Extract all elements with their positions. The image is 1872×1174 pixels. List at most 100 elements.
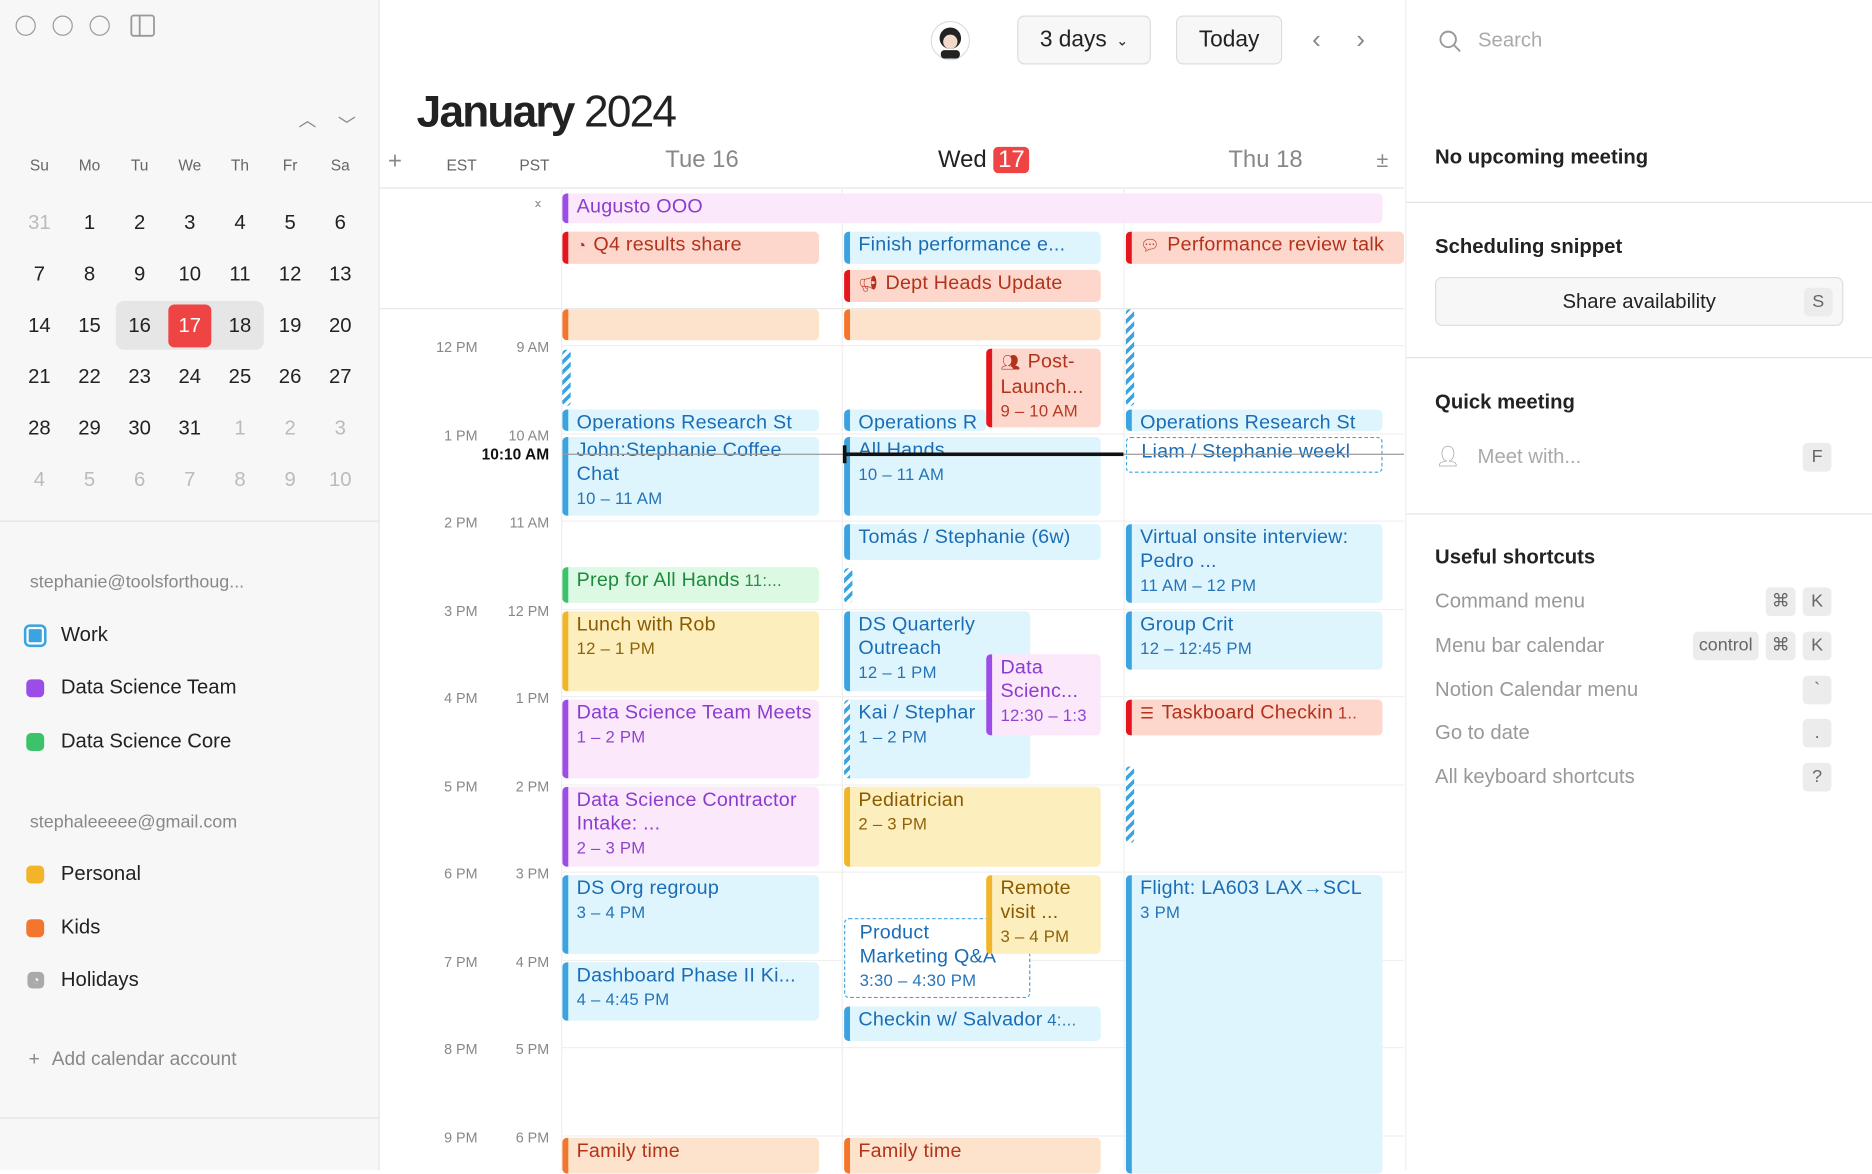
calendar-event[interactable] xyxy=(844,309,1101,341)
mini-calendar-day[interactable]: 1 xyxy=(234,416,246,440)
next-month-chevron-down-icon[interactable]: ﹀ xyxy=(337,115,356,137)
next-chevron-right-icon[interactable]: › xyxy=(1356,23,1365,54)
mini-calendar-day[interactable]: 26 xyxy=(278,365,302,389)
mini-calendar-day[interactable]: 28 xyxy=(28,416,51,440)
calendar-event[interactable]: Operations Research St xyxy=(562,409,820,431)
expand-icon[interactable]: ± xyxy=(1376,148,1389,172)
calendar-event[interactable]: Operations Research St xyxy=(1125,409,1383,431)
mini-calendar-day[interactable]: 7 xyxy=(184,468,196,491)
calendar-event[interactable]: Data Science Contractor Intake: ... 2 – 3… xyxy=(562,786,820,867)
mini-calendar-day[interactable]: 29 xyxy=(78,416,101,440)
calendar-event[interactable]: Virtual onsite interview: Pedro ... 11 AM… xyxy=(1125,524,1383,603)
mini-calendar-day[interactable]: 31 xyxy=(178,416,202,440)
collapse-allday-icon[interactable]: ⌄ ⌃ xyxy=(532,193,544,218)
checkbox-icon[interactable] xyxy=(23,623,47,647)
search-input[interactable]: Search xyxy=(1478,28,1543,52)
prev-chevron-left-icon[interactable]: ‹ xyxy=(1312,23,1321,54)
calendar-color-swatch[interactable] xyxy=(26,864,45,883)
calendar-event[interactable]: 📢︎ Dept Heads Update xyxy=(844,269,1101,303)
calendar-item[interactable]: Data Science Core xyxy=(26,729,231,753)
share-availability-button[interactable]: Share availability S xyxy=(1435,276,1844,326)
calendar-event[interactable]: 👥︎ Post-Launch... 9 – 10 AM xyxy=(986,348,1101,428)
calendar-event[interactable] xyxy=(562,309,820,341)
calendar-event[interactable]: Group Crit 12 – 12:45 PM xyxy=(1125,611,1383,670)
calendar-event[interactable]: Operations R xyxy=(844,409,987,431)
calendar-item[interactable]: Data Science Team xyxy=(26,676,237,700)
calendar-event[interactable]: Tomás / Stephanie (6w) xyxy=(844,524,1101,560)
calendar-event[interactable]: John:Stephanie Coffee Chat 10 – 11 AM xyxy=(562,436,820,516)
calendar-event[interactable]: Family time xyxy=(562,1137,820,1174)
calendar-event[interactable]: ◔ Q4 results share xyxy=(562,231,820,264)
calendar-event[interactable]: ☰ Taskboard Checkin 1.. xyxy=(1125,699,1383,736)
mini-calendar-day[interactable]: 8 xyxy=(83,262,96,286)
mini-calendar-day[interactable]: 3 xyxy=(184,211,196,235)
mini-calendar-day[interactable]: 16 xyxy=(128,313,151,337)
mini-calendar-day[interactable]: 22 xyxy=(78,365,101,389)
mini-calendar-day[interactable]: 4 xyxy=(33,468,46,491)
add-calendar-account-button[interactable]: + Add calendar account xyxy=(29,1049,237,1070)
mini-calendar-day[interactable]: 15 xyxy=(78,313,101,337)
calendar-item[interactable]: Work xyxy=(23,623,108,647)
mini-calendar-day[interactable]: 13 xyxy=(328,262,352,286)
mini-calendar-day[interactable]: 1 xyxy=(83,211,96,235)
mini-calendar-day[interactable]: 6 xyxy=(334,211,346,235)
mini-calendar-day[interactable]: 9 xyxy=(284,468,296,491)
mini-calendar-day[interactable]: 5 xyxy=(83,468,96,491)
mini-calendar-day[interactable]: 10 xyxy=(328,468,352,491)
day-header-tue[interactable]: Tue 16 xyxy=(665,146,739,174)
view-dropdown[interactable]: 3 days ⌄ xyxy=(1017,15,1151,65)
mini-calendar-day[interactable]: 10 xyxy=(178,262,202,286)
mini-calendar-day[interactable]: 17 xyxy=(168,304,212,348)
mini-calendar-day[interactable]: 23 xyxy=(128,365,151,389)
mini-calendar-day[interactable]: 11 xyxy=(229,262,251,286)
mini-calendar-day[interactable]: 2 xyxy=(284,416,296,440)
meet-with-input[interactable]: 👤︎ Meet with... F xyxy=(1435,442,1832,472)
today-button[interactable]: Today xyxy=(1175,15,1283,65)
calendar-event[interactable]: Pediatrician 2 – 3 PM xyxy=(844,786,1101,867)
mini-calendar-day[interactable]: 19 xyxy=(278,313,302,337)
calendar-color-swatch[interactable] xyxy=(26,678,45,697)
day-header-thu[interactable]: Thu 18 xyxy=(1228,146,1303,174)
mini-calendar-day[interactable]: 20 xyxy=(328,313,352,337)
day-header-wed[interactable]: Wed 17 xyxy=(844,146,1123,174)
calendar-item[interactable]: Kids xyxy=(26,916,100,940)
calendar-event[interactable]: Liam / Stephanie weekl xyxy=(1125,436,1383,473)
calendar-event[interactable]: All Hands 10 – 11 AM xyxy=(844,436,1101,516)
window-close-button[interactable] xyxy=(15,15,36,36)
mini-calendar-day[interactable]: 30 xyxy=(128,416,151,440)
mini-calendar-day[interactable]: 7 xyxy=(33,262,46,286)
allday-event[interactable]: Augusto OOO xyxy=(562,193,1383,224)
calendar-event[interactable]: DS Org regroup 3 – 4 PM xyxy=(562,875,820,954)
calendar-event[interactable]: Remote visit ... 3 – 4 PM xyxy=(986,875,1101,954)
window-minimize-button[interactable] xyxy=(52,15,73,36)
mini-calendar-day[interactable]: 2 xyxy=(134,211,146,235)
calendar-event[interactable]: Product Marketing Q&A 3:30 – 4:30 PM xyxy=(844,918,1031,999)
mini-calendar-day[interactable]: 12 xyxy=(278,262,302,286)
calendar-event[interactable]: Prep for All Hands 11:... xyxy=(562,567,820,603)
prev-month-chevron-up-icon[interactable]: ︿ xyxy=(298,111,317,132)
sidebar-toggle-icon[interactable] xyxy=(130,14,155,37)
calendar-item[interactable]: Personal xyxy=(26,862,141,886)
window-zoom-button[interactable] xyxy=(89,15,110,36)
calendar-event[interactable]: Flight: LA603 LAX→SCL 3 PM xyxy=(1125,875,1383,1174)
mini-calendar-day[interactable]: 24 xyxy=(178,365,202,389)
mini-calendar-day[interactable]: 8 xyxy=(234,468,246,491)
mini-calendar-day[interactable]: 5 xyxy=(284,211,296,235)
mini-calendar-day[interactable]: 6 xyxy=(134,468,146,491)
mini-calendar-day[interactable]: 18 xyxy=(228,313,252,337)
calendar-event[interactable]: 💬︎ Performance review talk xyxy=(1125,231,1405,264)
mini-calendar-day[interactable]: 14 xyxy=(28,313,51,337)
mini-calendar-day[interactable]: 9 xyxy=(134,262,146,286)
mini-calendar-day[interactable]: 31 xyxy=(28,211,51,235)
mini-calendar-day[interactable]: 25 xyxy=(228,365,252,389)
calendar-event[interactable]: Finish performance e... xyxy=(844,231,1101,264)
mini-calendar-day[interactable]: 4 xyxy=(234,211,246,235)
add-timezone-plus-icon[interactable]: + xyxy=(388,148,402,175)
mini-calendar-day[interactable]: 21 xyxy=(28,365,51,389)
avatar[interactable] xyxy=(930,20,971,61)
calendar-event[interactable]: Data Scienc... 12:30 – 1:3 xyxy=(986,654,1101,736)
calendar-event[interactable]: Family time xyxy=(844,1137,1101,1174)
calendar-color-swatch[interactable] xyxy=(26,918,45,937)
calendar-event[interactable]: Data Science Team Meets 1 – 2 PM xyxy=(562,699,820,779)
mini-calendar-day[interactable]: 27 xyxy=(328,365,352,389)
